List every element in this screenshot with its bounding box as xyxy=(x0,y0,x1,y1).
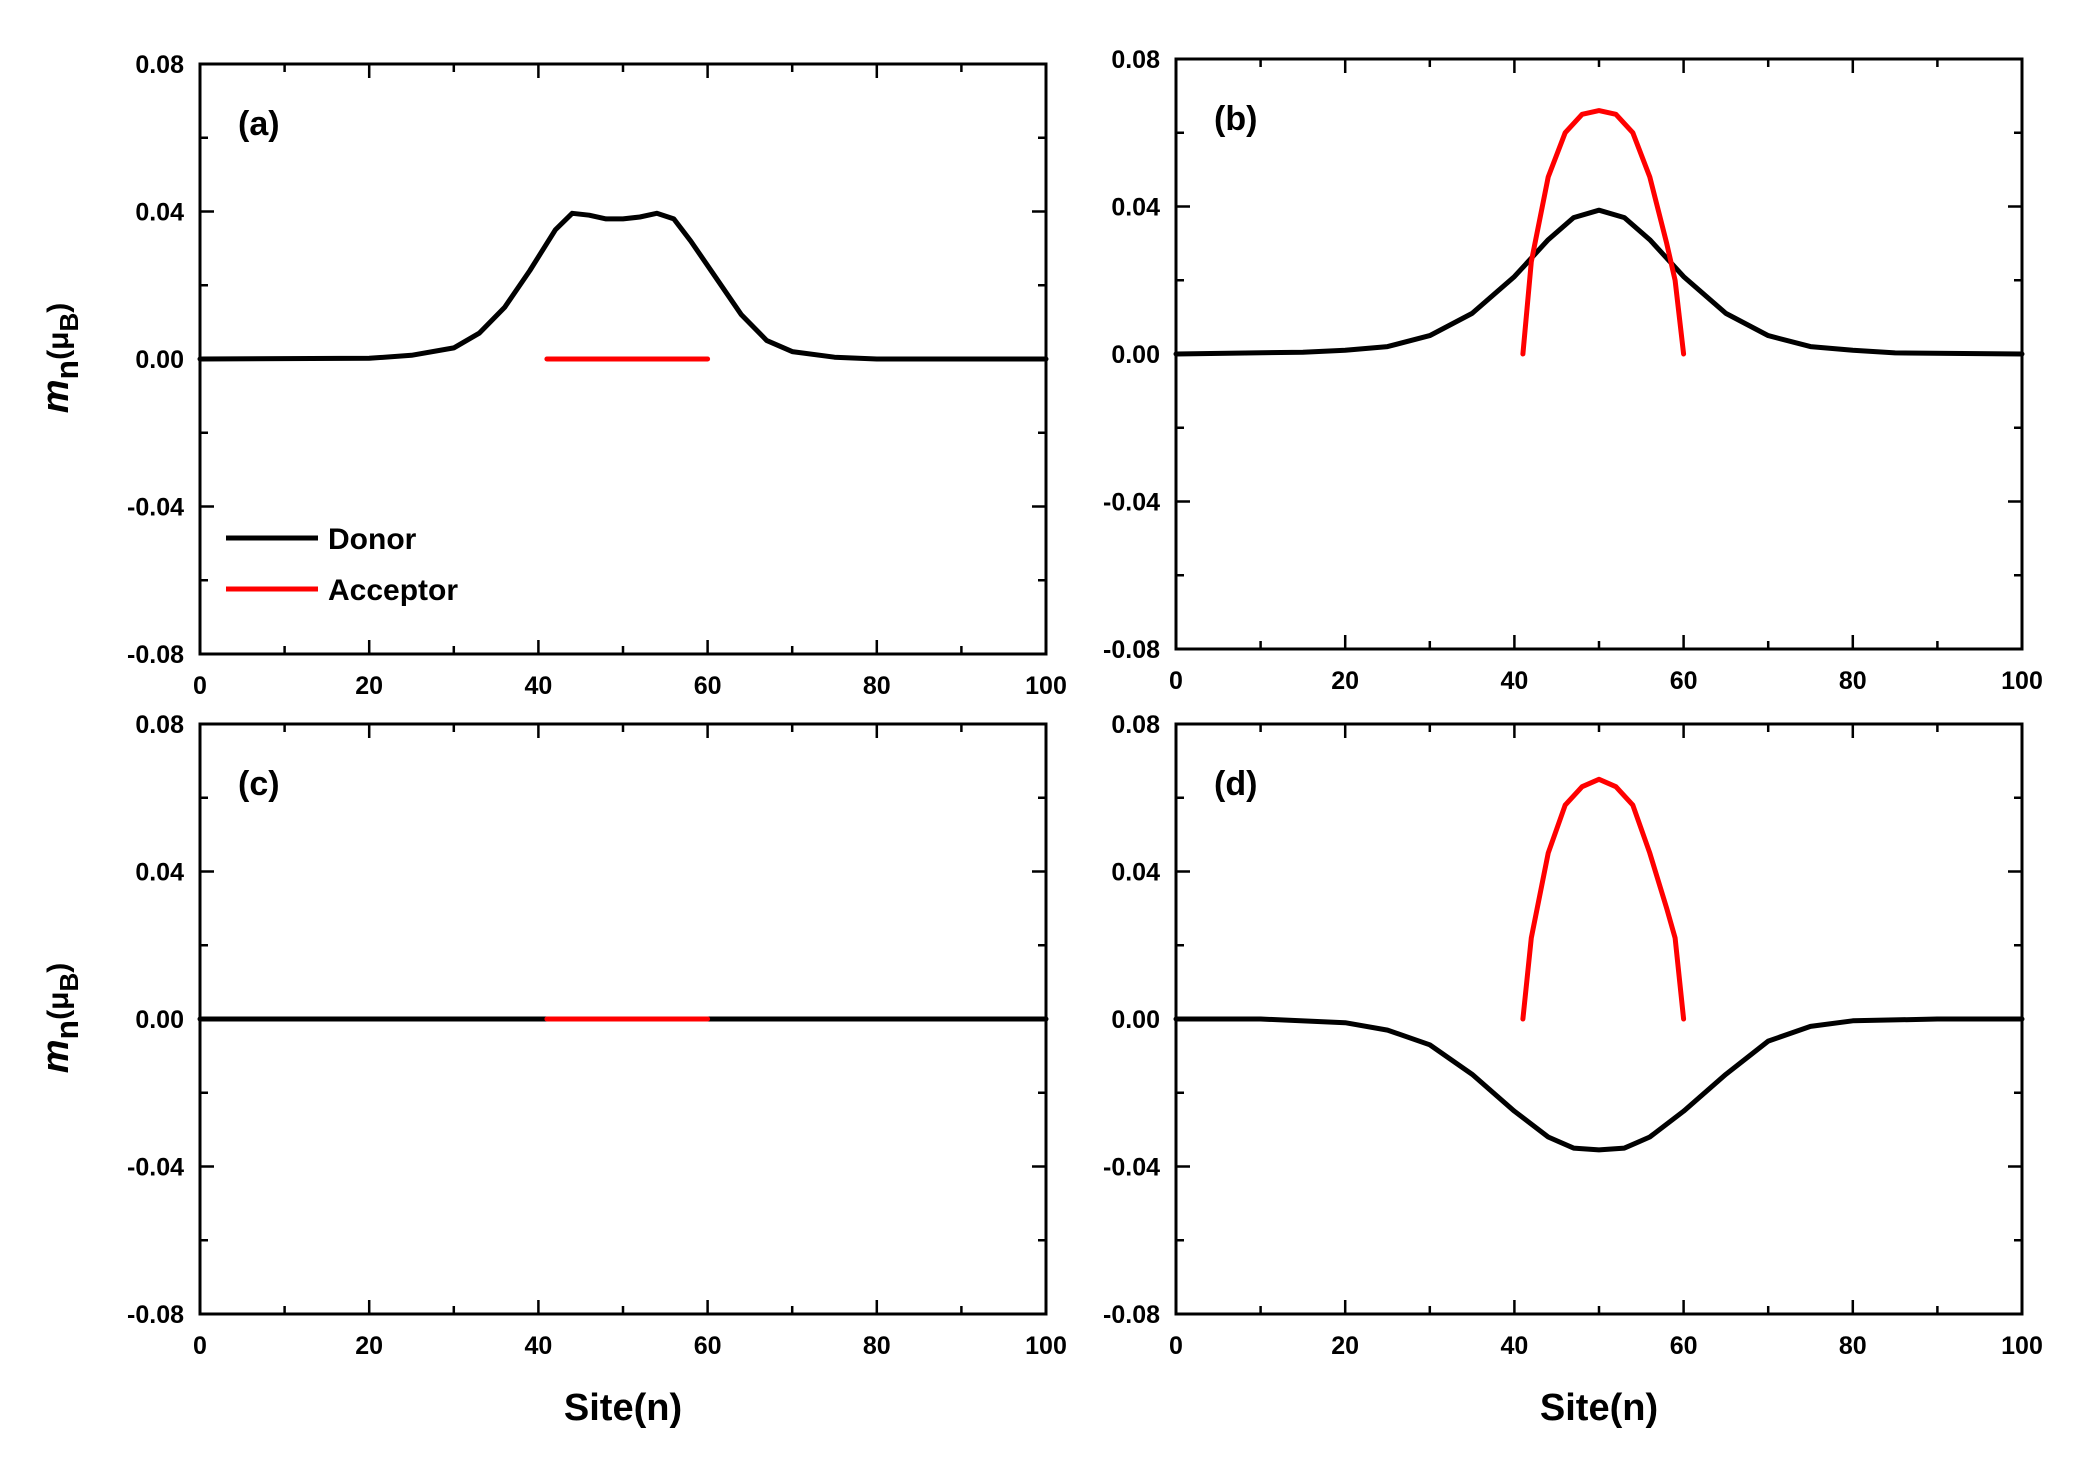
y-tick-label: 0.04 xyxy=(1111,859,1160,887)
y-tick-label: 0.08 xyxy=(135,51,184,79)
legend-label-donor: Donor xyxy=(328,523,417,556)
series-line-donor xyxy=(197,210,1049,362)
x-tick-label: 100 xyxy=(2001,667,2043,695)
svg-text:mn(μB): mn(μB) xyxy=(35,963,85,1073)
x-tick-label: 40 xyxy=(524,672,552,700)
panel-label: (b) xyxy=(1214,100,1257,138)
y-title-m: m xyxy=(35,379,77,413)
x-tick-label: 0 xyxy=(193,1332,207,1360)
x-axis-title: Site(n) xyxy=(564,1387,682,1429)
y-title-mu: μ xyxy=(42,332,75,350)
y-tick-label: 0.08 xyxy=(135,711,184,739)
y-tick-label: -0.04 xyxy=(1103,489,1160,517)
y-title-m: m xyxy=(35,1039,77,1073)
y-title-close: ) xyxy=(42,303,75,313)
y-title-sub-b: B xyxy=(54,973,84,992)
y-tick-label: -0.08 xyxy=(127,1301,184,1329)
legend: Donor Acceptor xyxy=(226,523,458,607)
series-line-donor xyxy=(1173,207,2025,357)
panel-label: (a) xyxy=(238,105,280,143)
x-tick-label: 80 xyxy=(1839,1332,1867,1360)
y-tick-label: -0.04 xyxy=(127,494,184,522)
y-tick-label: -0.04 xyxy=(127,1154,184,1182)
x-tick-label: 100 xyxy=(2001,1332,2043,1360)
series-line-donor xyxy=(1173,1016,2025,1153)
y-tick-label: 0.00 xyxy=(135,1006,184,1034)
y-tick-label: -0.08 xyxy=(127,641,184,669)
y-title-close: ) xyxy=(42,963,75,973)
panels: 0 20 40 60 80 100 0.08 0.04 0.00 -0.04 -0.08 (a) 0 20… xyxy=(127,46,2043,1429)
x-tick-label: 60 xyxy=(1670,1332,1698,1360)
x-tick-label: 40 xyxy=(524,1332,552,1360)
panel-label: (d) xyxy=(1214,765,1257,803)
y-tick-label: 0.08 xyxy=(1111,46,1160,74)
y-tick-label: 0.04 xyxy=(135,199,184,227)
x-tick-label: 60 xyxy=(1670,667,1698,695)
x-tick-label: 80 xyxy=(863,672,891,700)
svg-text:mn(μB): mn(μB) xyxy=(35,303,85,413)
x-tick-label: 0 xyxy=(193,672,207,700)
y-title-open: ( xyxy=(42,1010,75,1020)
y-tick-label: -0.08 xyxy=(1103,1301,1160,1329)
y-tick-label: 0.04 xyxy=(135,859,184,887)
x-tick-label: 60 xyxy=(694,1332,722,1360)
y-tick-label: 0.00 xyxy=(1111,341,1160,369)
y-tick-label: 0.00 xyxy=(1111,1006,1160,1034)
series-line-acceptor xyxy=(1520,108,1687,357)
panel-d: 0 20 40 60 80 100 0.08 0.04 0.00 -0.04 -0.08 Site(n… xyxy=(1103,711,2043,1429)
x-tick-label: 20 xyxy=(355,672,383,700)
y-tick-label: -0.08 xyxy=(1103,636,1160,664)
y-axis-title-top: mn(μB) xyxy=(35,303,85,413)
x-axis-title: Site(n) xyxy=(1540,1387,1658,1429)
x-tick-label: 40 xyxy=(1500,1332,1528,1360)
panel-a: 0 20 40 60 80 100 0.08 0.04 0.00 -0.04 -0.08 (a) xyxy=(127,51,1067,700)
x-tick-label: 80 xyxy=(863,1332,891,1360)
panel-b: 0 20 40 60 80 100 0.08 0.04 0.00 -0.04 -0.08 (b) xyxy=(1103,46,2043,695)
x-tick-label: 100 xyxy=(1025,672,1067,700)
x-tick-label: 20 xyxy=(1331,667,1359,695)
x-tick-label: 40 xyxy=(1500,667,1528,695)
x-tick-label: 0 xyxy=(1169,1332,1183,1360)
legend-label-acceptor: Acceptor xyxy=(328,574,458,607)
y-tick-label: 0.08 xyxy=(1111,711,1160,739)
y-tick-label: 0.00 xyxy=(135,346,184,374)
y-title-sub-b: B xyxy=(54,313,84,332)
x-tick-label: 0 xyxy=(1169,667,1183,695)
x-tick-label: 20 xyxy=(355,1332,383,1360)
y-tick-label: 0.04 xyxy=(1111,194,1160,222)
panel-label: (c) xyxy=(238,765,280,803)
y-title-sub-n: n xyxy=(49,360,85,380)
series-line-acceptor xyxy=(1520,776,1687,1022)
y-axis-title-bottom: mn(μB) xyxy=(35,963,85,1073)
y-tick-label: -0.04 xyxy=(1103,1154,1160,1182)
x-tick-label: 60 xyxy=(694,672,722,700)
y-title-mu: μ xyxy=(42,992,75,1010)
x-tick-label: 100 xyxy=(1025,1332,1067,1360)
panel-c: 0 20 40 60 80 100 0.08 0.04 0.00 -0.04 -0.08 Site(n… xyxy=(127,711,1067,1429)
x-tick-label: 20 xyxy=(1331,1332,1359,1360)
y-title-open: ( xyxy=(42,350,75,360)
y-title-sub-n: n xyxy=(49,1020,85,1040)
x-tick-label: 80 xyxy=(1839,667,1867,695)
